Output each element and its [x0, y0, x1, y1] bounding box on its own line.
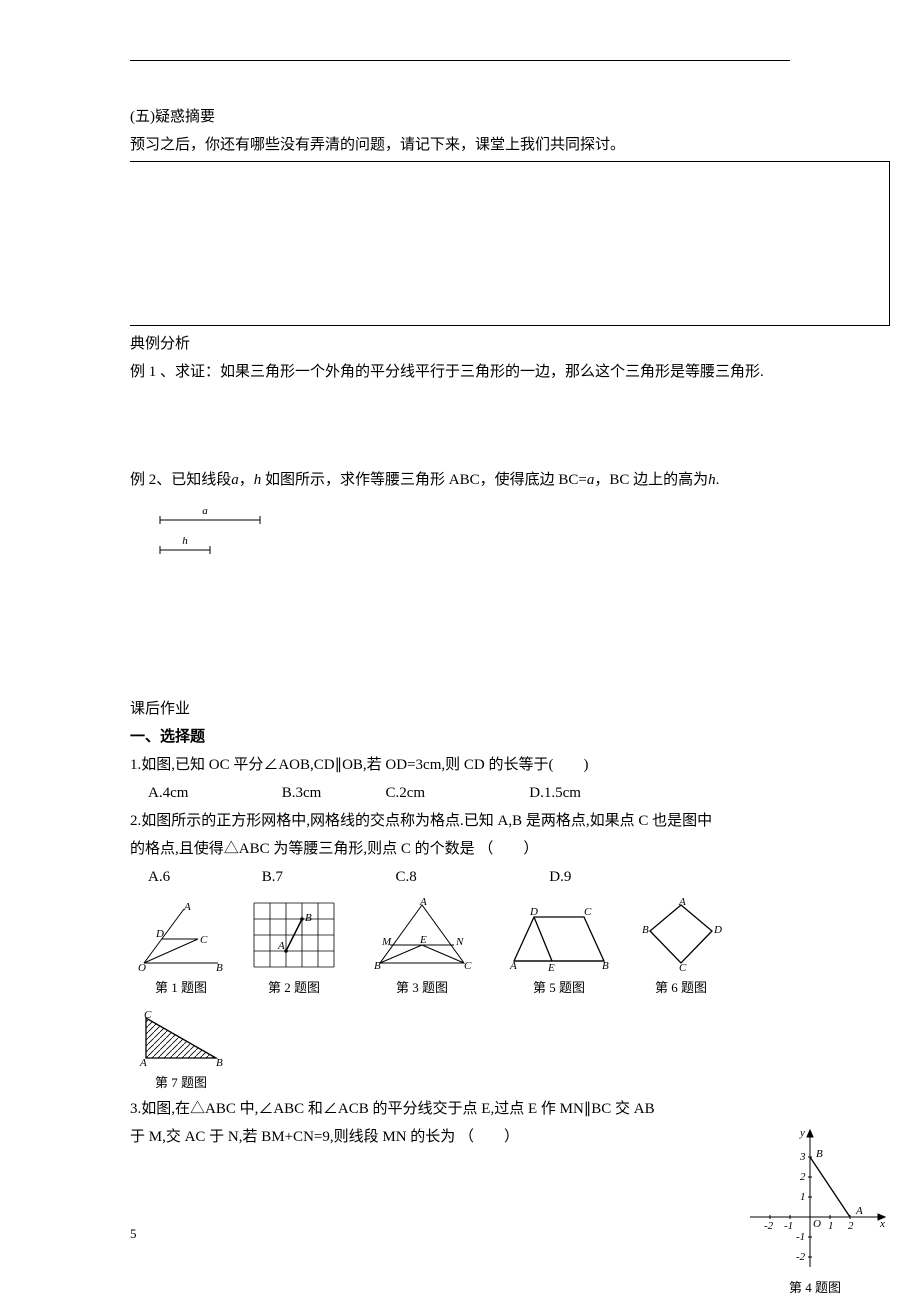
example-2: 例 2、已知线段a，h 如图所示，求作等腰三角形 ABC，使得底边 BC=a，B… [130, 468, 890, 492]
svg-text:B: B [374, 960, 381, 972]
svg-text:A: A [419, 897, 427, 908]
fig3-caption: 第 3 题图 [362, 977, 482, 996]
q2-choices: A.6 B.7 C.8 D.9 [148, 865, 890, 889]
q2-choice-c: C.8 [396, 865, 546, 889]
figure-row: A D C O B 第 1 题图 B [136, 897, 890, 996]
ex2-text: ， [239, 472, 254, 488]
svg-text:N: N [455, 936, 464, 948]
figure-1: A D C O B 第 1 题图 [136, 901, 226, 996]
svg-text:1: 1 [828, 1220, 834, 1232]
spacer [130, 388, 890, 468]
notes-blank-box [130, 161, 890, 326]
svg-text:-2: -2 [796, 1251, 806, 1263]
section-5: (五)疑惑摘要 预习之后，你还有哪些没有弄清的问题，请记下来，课堂上我们共同探讨… [130, 105, 890, 326]
seg-a-label: a [202, 505, 208, 517]
figure-3: A M E N B C 第 3 题图 [362, 897, 482, 996]
fig5-caption: 第 5 题图 [504, 977, 614, 996]
q2-choice-d: D.9 [549, 865, 571, 889]
q1-choices: A.4cm B.3cm C.2cm D.1.5cm [148, 781, 890, 805]
svg-text:E: E [419, 934, 427, 946]
svg-text:C: C [679, 962, 687, 973]
svg-text:D: D [155, 928, 164, 940]
svg-text:B: B [305, 912, 312, 924]
fig7-caption: 第 7 题图 [136, 1072, 226, 1091]
ex2-text: 如图所示，求作等腰三角形 ABC，使得底边 BC= [261, 472, 587, 488]
svg-text:-1: -1 [784, 1220, 793, 1232]
svg-text:D: D [713, 924, 722, 936]
seg-h-label: h [182, 535, 188, 547]
svg-text:2: 2 [800, 1171, 806, 1183]
fig2-caption: 第 2 题图 [248, 977, 340, 996]
ex2-text: ，BC 边上的高为 [594, 472, 708, 488]
svg-text:E: E [547, 962, 555, 973]
segment-diagram: a h [150, 502, 890, 567]
segments-svg: a h [150, 502, 290, 562]
var-a: a [231, 472, 239, 488]
svg-text:C: C [144, 1009, 152, 1021]
svg-text:C: C [464, 960, 472, 972]
svg-text:-1: -1 [796, 1231, 805, 1243]
q2-line2: 的格点,且使得△ABC 为等腰三角形,则点 C 的个数是 （ ） [130, 837, 890, 861]
figure-4: -2 -1 1 2 1 2 3 -1 -2 O x y B A 第 4 题图 [740, 1122, 890, 1296]
ex2-text: 例 2、已知线段 [130, 472, 231, 488]
svg-text:A: A [139, 1057, 147, 1068]
figure-2: B A 第 2 题图 [248, 897, 340, 996]
svg-text:1: 1 [800, 1191, 806, 1203]
var-h: h [708, 472, 716, 488]
q2-choice-a: A.6 [148, 865, 258, 889]
homework-heading: 课后作业 [130, 697, 890, 721]
fig6-caption: 第 6 题图 [636, 977, 726, 996]
q2-choice-b: B.7 [262, 865, 392, 889]
q1-text: 1.如图,已知 OC 平分∠AOB,CD∥OB,若 OD=3cm,则 CD 的长… [130, 753, 890, 777]
q3-line2: 于 M,交 AC 于 N,若 BM+CN=9,则线段 MN 的长为 （ ） [130, 1125, 690, 1149]
svg-text:-2: -2 [764, 1220, 774, 1232]
svg-text:A: A [509, 960, 517, 972]
part1-heading: 一、选择题 [130, 725, 890, 749]
svg-text:y: y [799, 1127, 805, 1139]
figure-7: C A B 第 7 题图 [136, 1008, 226, 1091]
q1-choice-d: D.1.5cm [529, 781, 581, 805]
svg-text:M: M [381, 936, 392, 948]
ex2-text: . [716, 472, 720, 488]
svg-text:x: x [879, 1218, 885, 1230]
example-1: 例 1 、求证：如果三角形一个外角的平分线平行于三角形的一边，那么这个三角形是等… [130, 360, 890, 384]
spacer [130, 587, 890, 697]
svg-text:O: O [138, 962, 146, 973]
examples-heading: 典例分析 [130, 332, 890, 356]
q1-choice-c: C.2cm [386, 781, 526, 805]
svg-text:C: C [200, 934, 208, 946]
svg-text:3: 3 [799, 1151, 806, 1163]
page-content: (五)疑惑摘要 预习之后，你还有哪些没有弄清的问题，请记下来，课堂上我们共同探讨… [130, 50, 890, 1153]
q3-line1: 3.如图,在△ABC 中,∠ABC 和∠ACB 的平分线交于点 E,过点 E 作… [130, 1097, 690, 1121]
svg-text:O: O [813, 1218, 821, 1230]
fig1-caption: 第 1 题图 [136, 977, 226, 996]
figure-5: A D C B E 第 5 题图 [504, 903, 614, 996]
svg-text:B: B [816, 1148, 823, 1160]
svg-text:B: B [216, 962, 223, 973]
q1-choice-b: B.3cm [282, 781, 382, 805]
figure-6: A B D C 第 6 题图 [636, 897, 726, 996]
section-5-prompt: 预习之后，你还有哪些没有弄清的问题，请记下来，课堂上我们共同探讨。 [130, 133, 890, 157]
section-5-title: (五)疑惑摘要 [130, 105, 890, 129]
svg-text:D: D [529, 906, 538, 918]
fig4-caption: 第 4 题图 [740, 1277, 890, 1296]
q2-line1: 2.如图所示的正方形网格中,网格线的交点称为格点.已知 A,B 是两格点,如果点… [130, 809, 890, 833]
svg-text:A: A [678, 897, 686, 908]
svg-text:B: B [216, 1057, 223, 1068]
q3-block: 3.如图,在△ABC 中,∠ABC 和∠ACB 的平分线交于点 E,过点 E 作… [130, 1097, 690, 1149]
page-number: 5 [130, 1226, 137, 1242]
q1-choice-a: A.4cm [148, 781, 278, 805]
svg-text:C: C [584, 906, 592, 918]
svg-text:B: B [642, 924, 649, 936]
svg-text:A: A [183, 901, 191, 913]
svg-text:A: A [277, 940, 285, 952]
svg-text:2: 2 [848, 1220, 854, 1232]
svg-text:A: A [855, 1205, 863, 1217]
svg-text:B: B [602, 960, 609, 972]
